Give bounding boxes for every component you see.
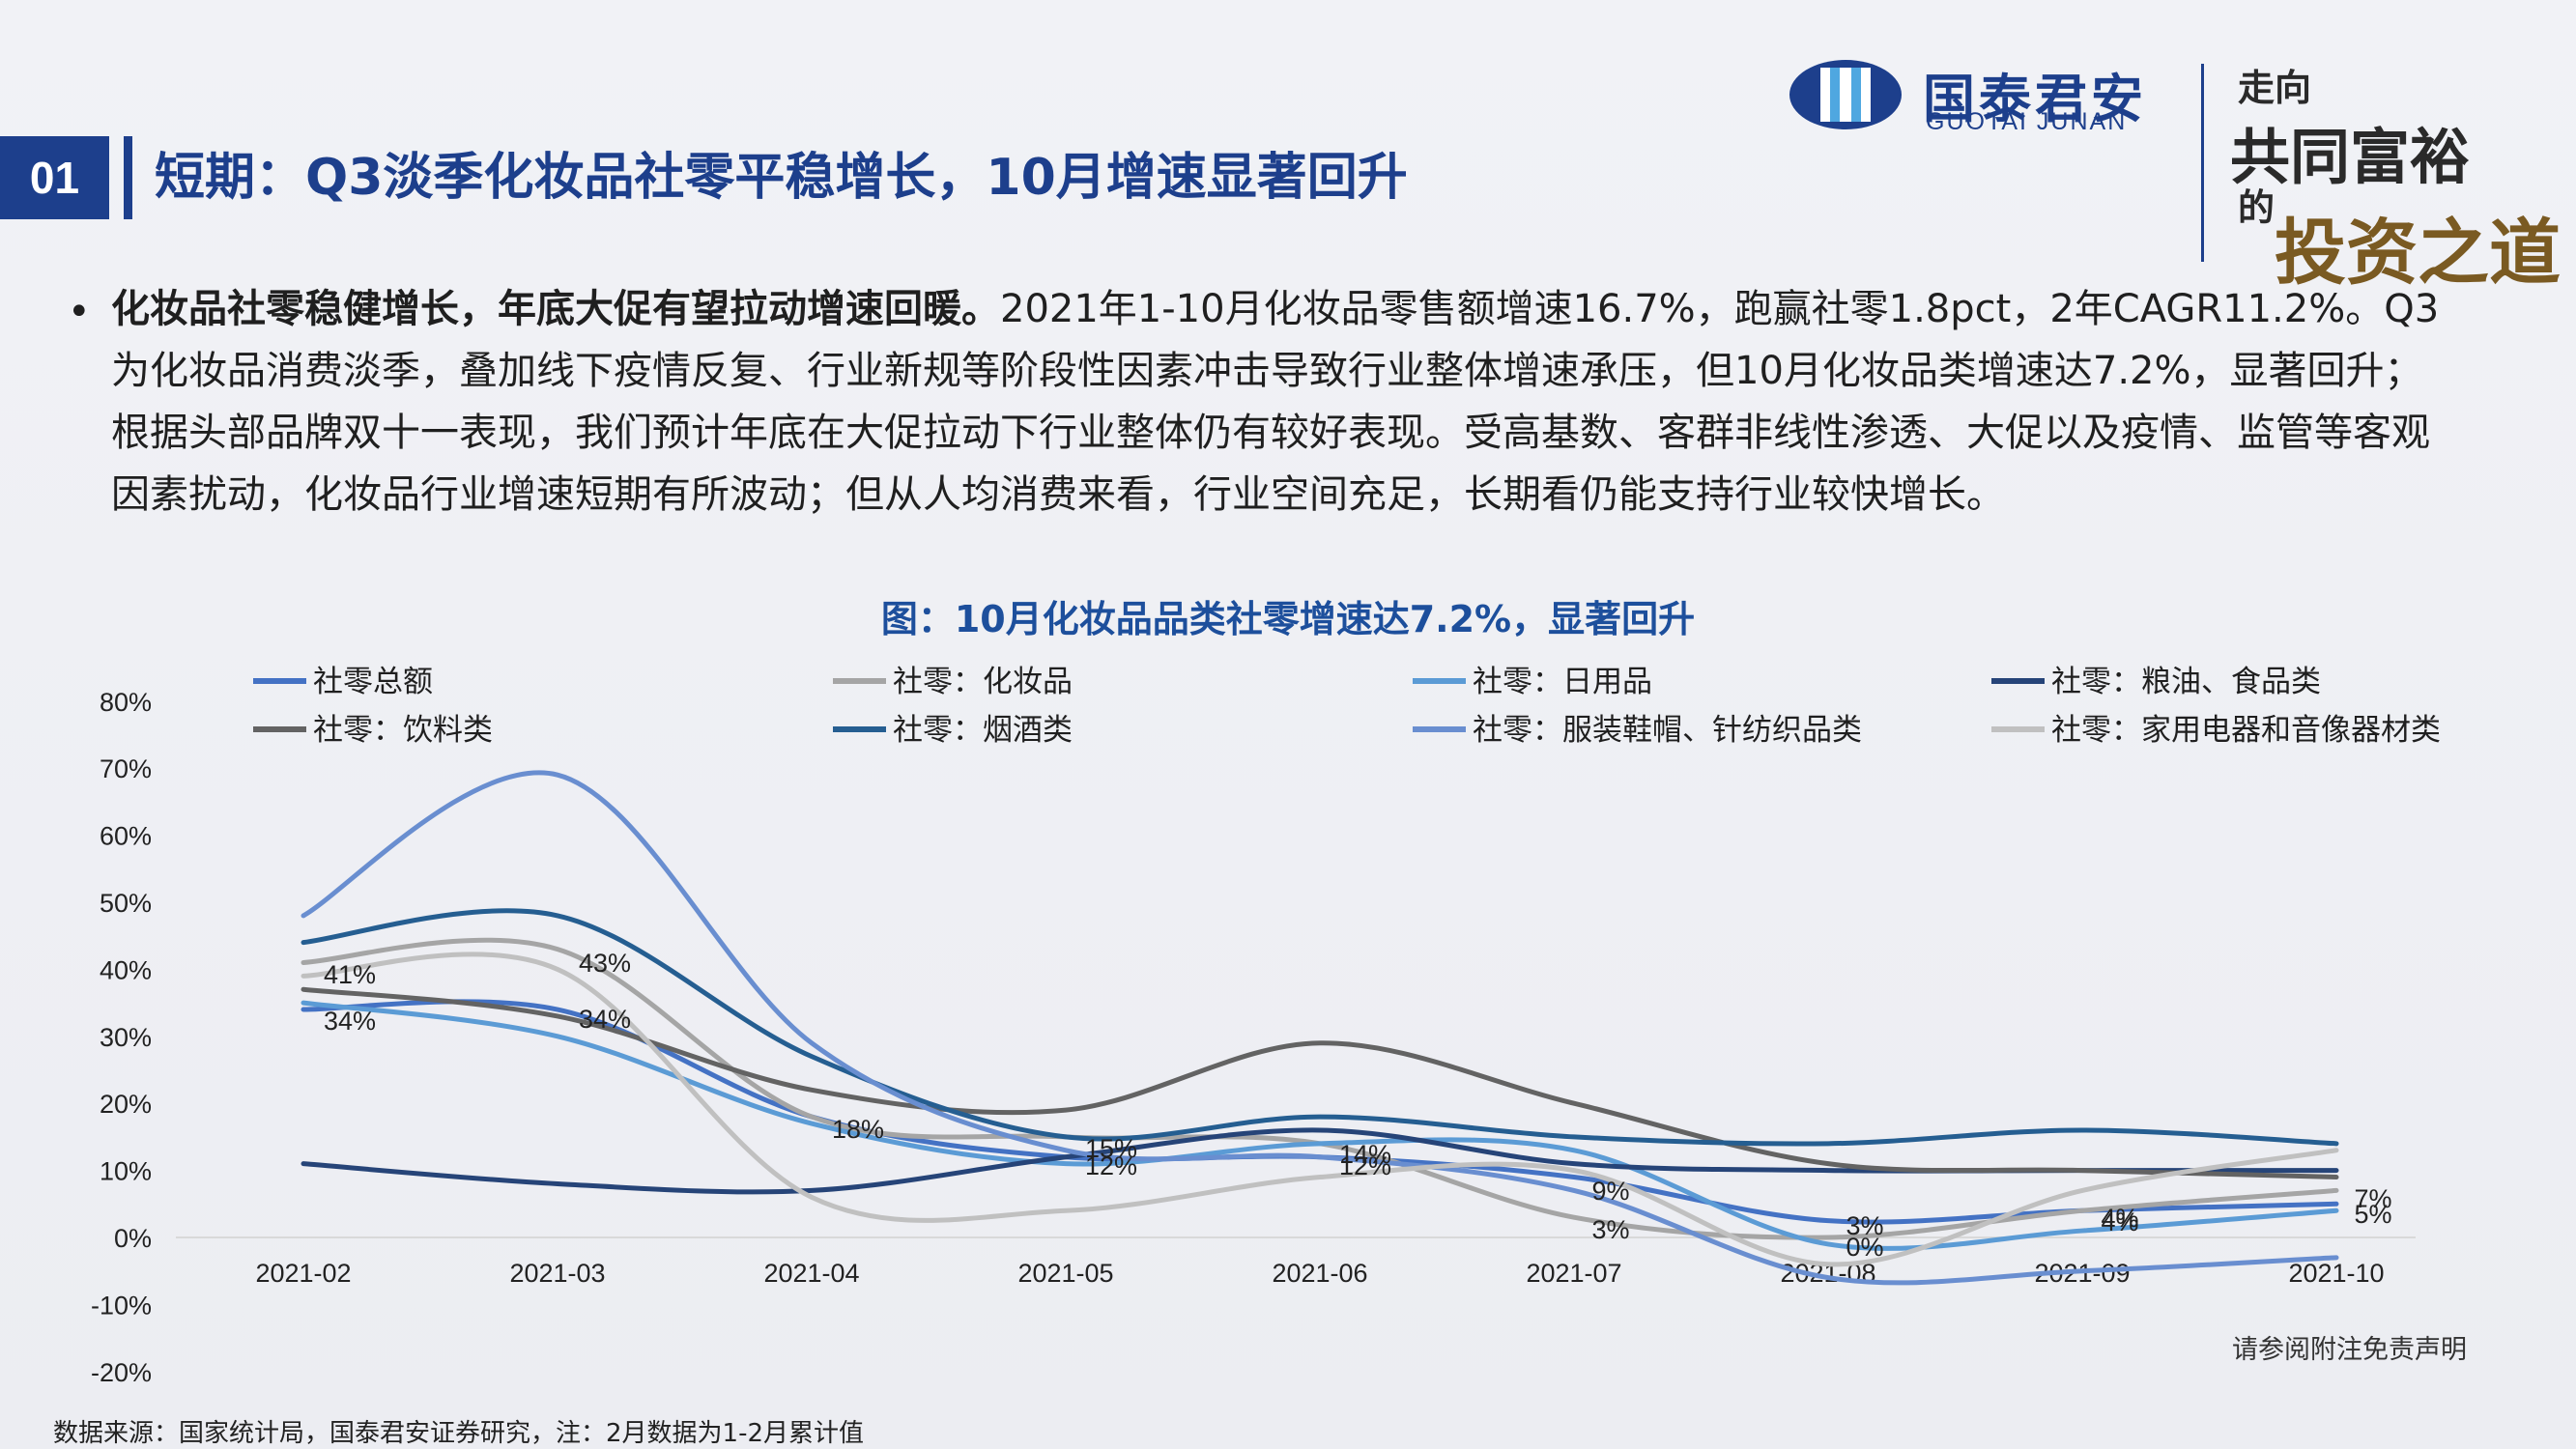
y-tick-label: 20% xyxy=(100,1090,152,1119)
data-label: 7% xyxy=(2354,1184,2391,1213)
bullet-point-icon: • xyxy=(68,290,91,334)
slogan-part-3: 的 xyxy=(2238,185,2275,229)
bullet-bold-lead: 化妆品社零稳健增长，年底大促有望拉动增速回暖。 xyxy=(111,287,1000,331)
x-tick-label: 2021-04 xyxy=(763,1259,859,1288)
legend-label: 社零：服装鞋帽、针纺织品类 xyxy=(1473,713,1862,748)
x-tick-label: 2021-03 xyxy=(509,1259,605,1288)
data-label: 3% xyxy=(1591,1215,1629,1244)
series-line-6 xyxy=(301,908,2339,1147)
y-tick-label: 50% xyxy=(100,889,152,918)
data-labels: 41%34%43%34%18%15%12% 14%12%9%3% 3%0%4%4%7… xyxy=(324,949,2392,1262)
logo-emblem-icon xyxy=(1789,60,1902,129)
y-tick-label: 40% xyxy=(100,955,152,984)
y-tick-label: 70% xyxy=(100,754,152,783)
slogan-part-2: 共同富裕 xyxy=(2230,122,2471,192)
data-label: 41% xyxy=(324,960,376,989)
data-label: 0% xyxy=(1846,1233,1883,1262)
data-source-note: 数据来源：国家统计局，国泰君安证券研究，注：2月数据为1-2月累计值 xyxy=(53,1419,865,1448)
y-tick-label: 10% xyxy=(100,1157,152,1186)
chart-title: 图：10月化妆品品类社零增速达7.2%，显著回升 xyxy=(880,598,1696,640)
section-number-badge: 01 xyxy=(0,136,109,219)
header-divider xyxy=(2201,64,2204,262)
data-label: 3% xyxy=(1846,1211,1883,1240)
legend-label: 社零总额 xyxy=(313,665,433,699)
x-tick-label: 2021-02 xyxy=(255,1259,351,1288)
legend-label: 社零：家用电器和音像器材类 xyxy=(2051,713,2441,748)
y-tick-label: 30% xyxy=(100,1023,152,1052)
page-title: 短期：Q3淡季化妆品社零平稳增长，10月增速显著回升 xyxy=(155,149,1408,207)
data-label: 18% xyxy=(832,1115,884,1144)
logo-chinese-name: 国泰君安 xyxy=(1923,69,2147,129)
series-line-2 xyxy=(301,937,2339,1240)
series-lines xyxy=(301,770,2339,1286)
x-tick-label: 2021-07 xyxy=(1526,1259,1621,1288)
series-line-4 xyxy=(301,1127,2339,1195)
company-logo: 国泰君安 GUOTAI JUNAN xyxy=(1788,56,2174,153)
data-label: 14% xyxy=(1339,1140,1391,1169)
y-tick-label: -20% xyxy=(91,1358,152,1387)
slogan-part-1: 走向 xyxy=(2238,66,2312,109)
data-label: 34% xyxy=(579,1005,631,1034)
y-tick-label: 0% xyxy=(114,1224,152,1253)
slogan: 走向 共同富裕 的 投资之道 xyxy=(2222,50,2561,295)
legend-label: 社零：化妆品 xyxy=(893,665,1073,699)
data-label: 12% xyxy=(1085,1151,1137,1180)
data-label: 9% xyxy=(1591,1177,1629,1206)
legend-label: 社零：日用品 xyxy=(1473,665,1652,699)
x-tick-label: 2021-10 xyxy=(2288,1259,2384,1288)
data-label: 15% xyxy=(1085,1134,1137,1163)
x-tick-label: 2021-05 xyxy=(1017,1259,1113,1288)
x-tick-label: 2021-06 xyxy=(1272,1259,1367,1288)
y-axis: 80% 70% 60% 50% 40% 30% 20% 10% 0% -10% -20% xyxy=(91,688,2416,1387)
data-label: 43% xyxy=(579,949,631,978)
y-tick-label: 80% xyxy=(100,688,152,717)
legend-label: 社零：饮料类 xyxy=(313,713,493,748)
series-line-7 xyxy=(301,770,2339,1286)
series-line-5 xyxy=(301,986,2339,1180)
legend-label: 社零：粮油、食品类 xyxy=(2051,665,2321,699)
data-label: 5% xyxy=(2354,1200,2391,1229)
data-label: 34% xyxy=(324,1007,376,1036)
logo-english-name: GUOTAI JUNAN xyxy=(1926,108,2128,135)
bullet-body-text: 2021年1-10月化妆品零售额增速16.7%，跑赢社零1.8pct，2年CAG… xyxy=(111,287,2440,517)
series-line-8 xyxy=(301,952,2339,1267)
series-line-3 xyxy=(301,1000,2339,1251)
x-axis: 2021-02 2021-03 2021-04 2021-05 2021-06 2021-… xyxy=(255,1259,2384,1288)
bullet-paragraph: 化妆品社零稳健增长，年底大促有望拉动增速回暖。2021年1-10月化妆品零售额增… xyxy=(111,278,2440,526)
data-label: 4% xyxy=(2101,1204,2138,1233)
slogan-part-4: 投资之道 xyxy=(2275,212,2561,295)
disclaimer: 请参阅附注免责声明 xyxy=(2232,1335,2467,1365)
y-tick-label: 60% xyxy=(100,822,152,851)
legend-label: 社零：烟酒类 xyxy=(893,713,1073,748)
data-label: 12% xyxy=(1339,1151,1391,1180)
data-label: 4% xyxy=(2101,1208,2138,1236)
y-tick-label: -10% xyxy=(91,1291,152,1320)
title-accent-bar xyxy=(124,136,132,219)
